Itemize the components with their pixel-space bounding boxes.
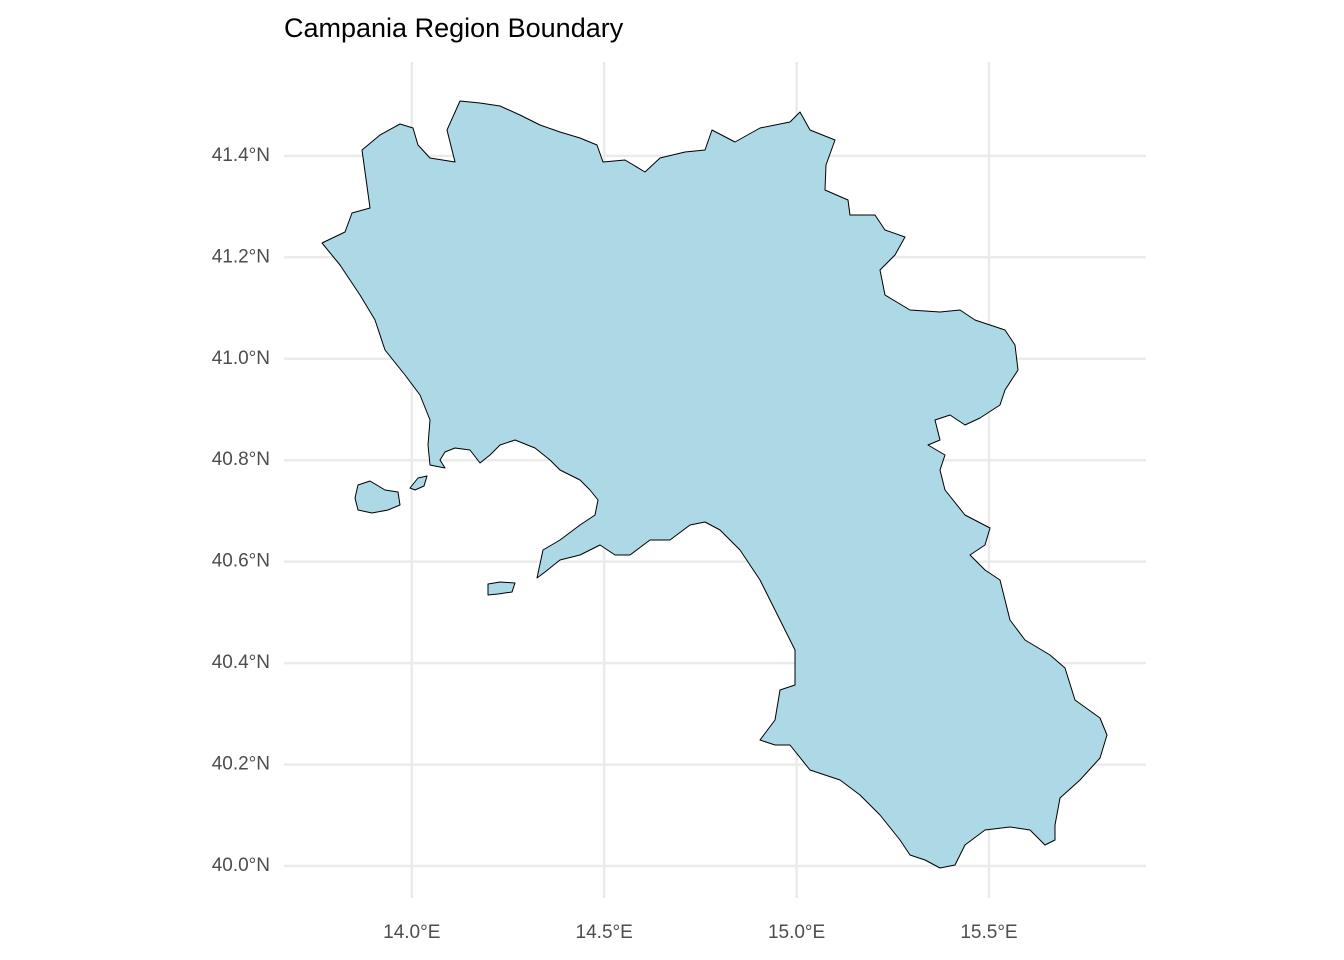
- x-tick-label: 15.5°E: [960, 922, 1017, 943]
- mainland: [321, 100, 1108, 869]
- x-tick-label: 15.0°E: [768, 922, 825, 943]
- y-tick-label: 40.6°N: [212, 551, 270, 572]
- y-tick-label: 41.2°N: [212, 246, 270, 267]
- y-tick-label: 40.2°N: [212, 754, 270, 775]
- procida: [409, 475, 428, 491]
- y-tick-label: 41.4°N: [212, 145, 270, 166]
- y-tick-label: 40.4°N: [212, 652, 270, 673]
- x-tick-label: 14.5°E: [576, 922, 633, 943]
- region: [321, 100, 1108, 869]
- capri: [487, 581, 516, 596]
- y-tick-label: 41.0°N: [212, 348, 270, 369]
- x-tick-label: 14.0°E: [383, 922, 440, 943]
- chart-title: Campania Region Boundary: [284, 13, 624, 43]
- ischia: [354, 480, 401, 514]
- y-tick-label: 40.8°N: [212, 449, 270, 470]
- y-tick-label: 40.0°N: [212, 855, 270, 876]
